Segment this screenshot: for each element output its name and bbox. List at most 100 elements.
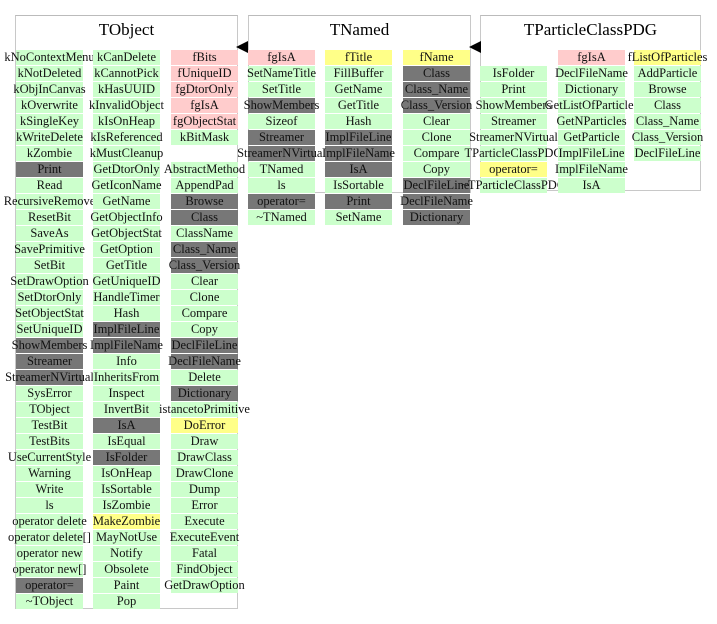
member-cell[interactable]: kCanDelete	[93, 50, 160, 65]
member-cell[interactable]: Inspect	[93, 386, 160, 401]
member-cell[interactable]: Class_Version	[631, 130, 704, 145]
member-cell[interactable]: GetNParticles	[556, 114, 627, 129]
member-cell[interactable]: Class	[403, 66, 470, 81]
member-cell[interactable]: Paint	[93, 578, 160, 593]
member-cell[interactable]: kNotDeleted	[16, 66, 83, 81]
member-cell[interactable]: operator delete	[12, 514, 87, 529]
member-cell[interactable]: Class	[171, 210, 238, 225]
member-cell[interactable]: IsZombie	[93, 498, 160, 513]
member-cell[interactable]: Clone	[403, 130, 470, 145]
member-cell[interactable]: GetParticle	[558, 130, 625, 145]
member-cell[interactable]: ShowMembers	[11, 338, 88, 353]
member-cell[interactable]: ImplFileLine	[93, 322, 160, 337]
member-cell[interactable]: kZombie	[16, 146, 83, 161]
member-cell[interactable]: ls	[248, 178, 315, 193]
member-cell[interactable]: MayNotUse	[93, 530, 160, 545]
member-cell[interactable]: operator=	[480, 162, 547, 177]
member-cell[interactable]: DoError	[171, 418, 238, 433]
member-cell[interactable]: Clear	[171, 274, 238, 289]
member-cell[interactable]: fListOfParticles	[627, 50, 708, 65]
member-cell[interactable]: ImplFileName	[90, 338, 163, 353]
member-cell[interactable]: ShowMembers	[243, 98, 320, 113]
member-cell[interactable]: IsA	[558, 178, 625, 193]
member-cell[interactable]: DeclFileLine	[171, 338, 238, 353]
member-cell[interactable]: Class	[634, 98, 701, 113]
member-cell[interactable]: AppendPad	[171, 178, 238, 193]
member-cell[interactable]: operator delete[]	[8, 530, 91, 545]
member-cell[interactable]: ImplFileName	[555, 162, 628, 177]
member-cell[interactable]: IsOnHeap	[93, 466, 160, 481]
member-cell[interactable]: DrawClone	[171, 466, 238, 481]
member-cell[interactable]: GetTitle	[325, 98, 392, 113]
member-cell[interactable]: StreamerNVirtual	[469, 130, 558, 145]
member-cell[interactable]: TParticleClassPDG	[464, 146, 563, 161]
member-cell[interactable]: Dictionary	[558, 82, 625, 97]
member-cell[interactable]: operator new	[16, 546, 83, 561]
member-cell[interactable]: DeclFileLine	[403, 178, 470, 193]
member-cell[interactable]: ImplFileLine	[558, 146, 625, 161]
member-cell[interactable]: SetDrawOption	[10, 274, 89, 289]
member-cell[interactable]: GetIconName	[91, 178, 162, 193]
member-cell[interactable]: Error	[171, 498, 238, 513]
member-cell[interactable]: Delete	[171, 370, 238, 385]
member-cell[interactable]: Streamer	[248, 130, 315, 145]
member-cell[interactable]: HandleTimer	[93, 290, 160, 305]
member-cell[interactable]: Pop	[93, 594, 160, 609]
member-cell[interactable]: AddParticle	[634, 66, 701, 81]
member-cell[interactable]: SetTitle	[248, 82, 315, 97]
member-cell[interactable]: TNamed	[248, 162, 315, 177]
member-cell[interactable]: DeclFileLine	[634, 146, 701, 161]
member-cell[interactable]: IsA	[325, 162, 392, 177]
member-cell[interactable]: SetNameTitle	[247, 66, 316, 81]
member-cell[interactable]: Streamer	[16, 354, 83, 369]
member-cell[interactable]: operator=	[248, 194, 315, 209]
member-cell[interactable]: ~TNamed	[248, 210, 315, 225]
member-cell[interactable]: IsFolder	[480, 66, 547, 81]
member-cell[interactable]: fgIsA	[558, 50, 625, 65]
member-cell[interactable]: IsA	[93, 418, 160, 433]
member-cell[interactable]: Copy	[403, 162, 470, 177]
member-cell[interactable]: ResetBit	[16, 210, 83, 225]
member-cell[interactable]: GetDtorOnly	[93, 162, 160, 177]
member-cell[interactable]: Class_Version	[400, 98, 473, 113]
member-cell[interactable]: fgDtorOnly	[171, 82, 238, 97]
member-cell[interactable]: GetName	[93, 194, 160, 209]
member-cell[interactable]: Hash	[325, 114, 392, 129]
member-cell[interactable]: FindObject	[171, 562, 238, 577]
member-cell[interactable]: Browse	[171, 194, 238, 209]
member-cell[interactable]: Dump	[171, 482, 238, 497]
member-cell[interactable]: IsEqual	[93, 434, 160, 449]
member-cell[interactable]: kCannotPick	[93, 66, 160, 81]
member-cell[interactable]: Execute	[171, 514, 238, 529]
member-cell[interactable]: GetListOfParticles	[544, 98, 639, 113]
member-cell[interactable]: ~TParticleClassPDG	[461, 178, 566, 193]
member-cell[interactable]: fBits	[171, 50, 238, 65]
member-cell[interactable]: Dictionary	[171, 386, 238, 401]
member-cell[interactable]: Class_Name	[403, 82, 470, 97]
member-cell[interactable]: GetOption	[93, 242, 160, 257]
member-cell[interactable]: Dictionary	[403, 210, 470, 225]
member-cell[interactable]: operator=	[16, 578, 83, 593]
member-cell[interactable]: SaveAs	[16, 226, 83, 241]
member-cell[interactable]: kOverwrite	[16, 98, 83, 113]
member-cell[interactable]: kMustCleanup	[89, 146, 164, 161]
member-cell[interactable]: kIsReferenced	[90, 130, 163, 145]
member-cell[interactable]: SetBit	[16, 258, 83, 273]
member-cell[interactable]: Compare	[171, 306, 238, 321]
member-cell[interactable]: Copy	[171, 322, 238, 337]
member-cell[interactable]: Obsolete	[93, 562, 160, 577]
member-cell[interactable]: fgIsA	[171, 98, 238, 113]
member-cell[interactable]: DeclFileName	[168, 354, 241, 369]
member-cell[interactable]: Draw	[171, 434, 238, 449]
member-cell[interactable]: FillBuffer	[325, 66, 392, 81]
member-cell[interactable]: AbstractMethod	[163, 162, 246, 177]
member-cell[interactable]: ExecuteEvent	[169, 530, 240, 545]
member-cell[interactable]: Print	[16, 162, 83, 177]
member-cell[interactable]: ClassName	[171, 226, 238, 241]
member-cell[interactable]: IsSortable	[93, 482, 160, 497]
member-cell[interactable]: Warning	[16, 466, 83, 481]
member-cell[interactable]: MakeZombie	[92, 514, 161, 529]
member-cell[interactable]: DeclFileName	[400, 194, 473, 209]
member-cell[interactable]: ImplFileName	[322, 146, 395, 161]
member-cell[interactable]: SetObjectStat	[15, 306, 84, 321]
